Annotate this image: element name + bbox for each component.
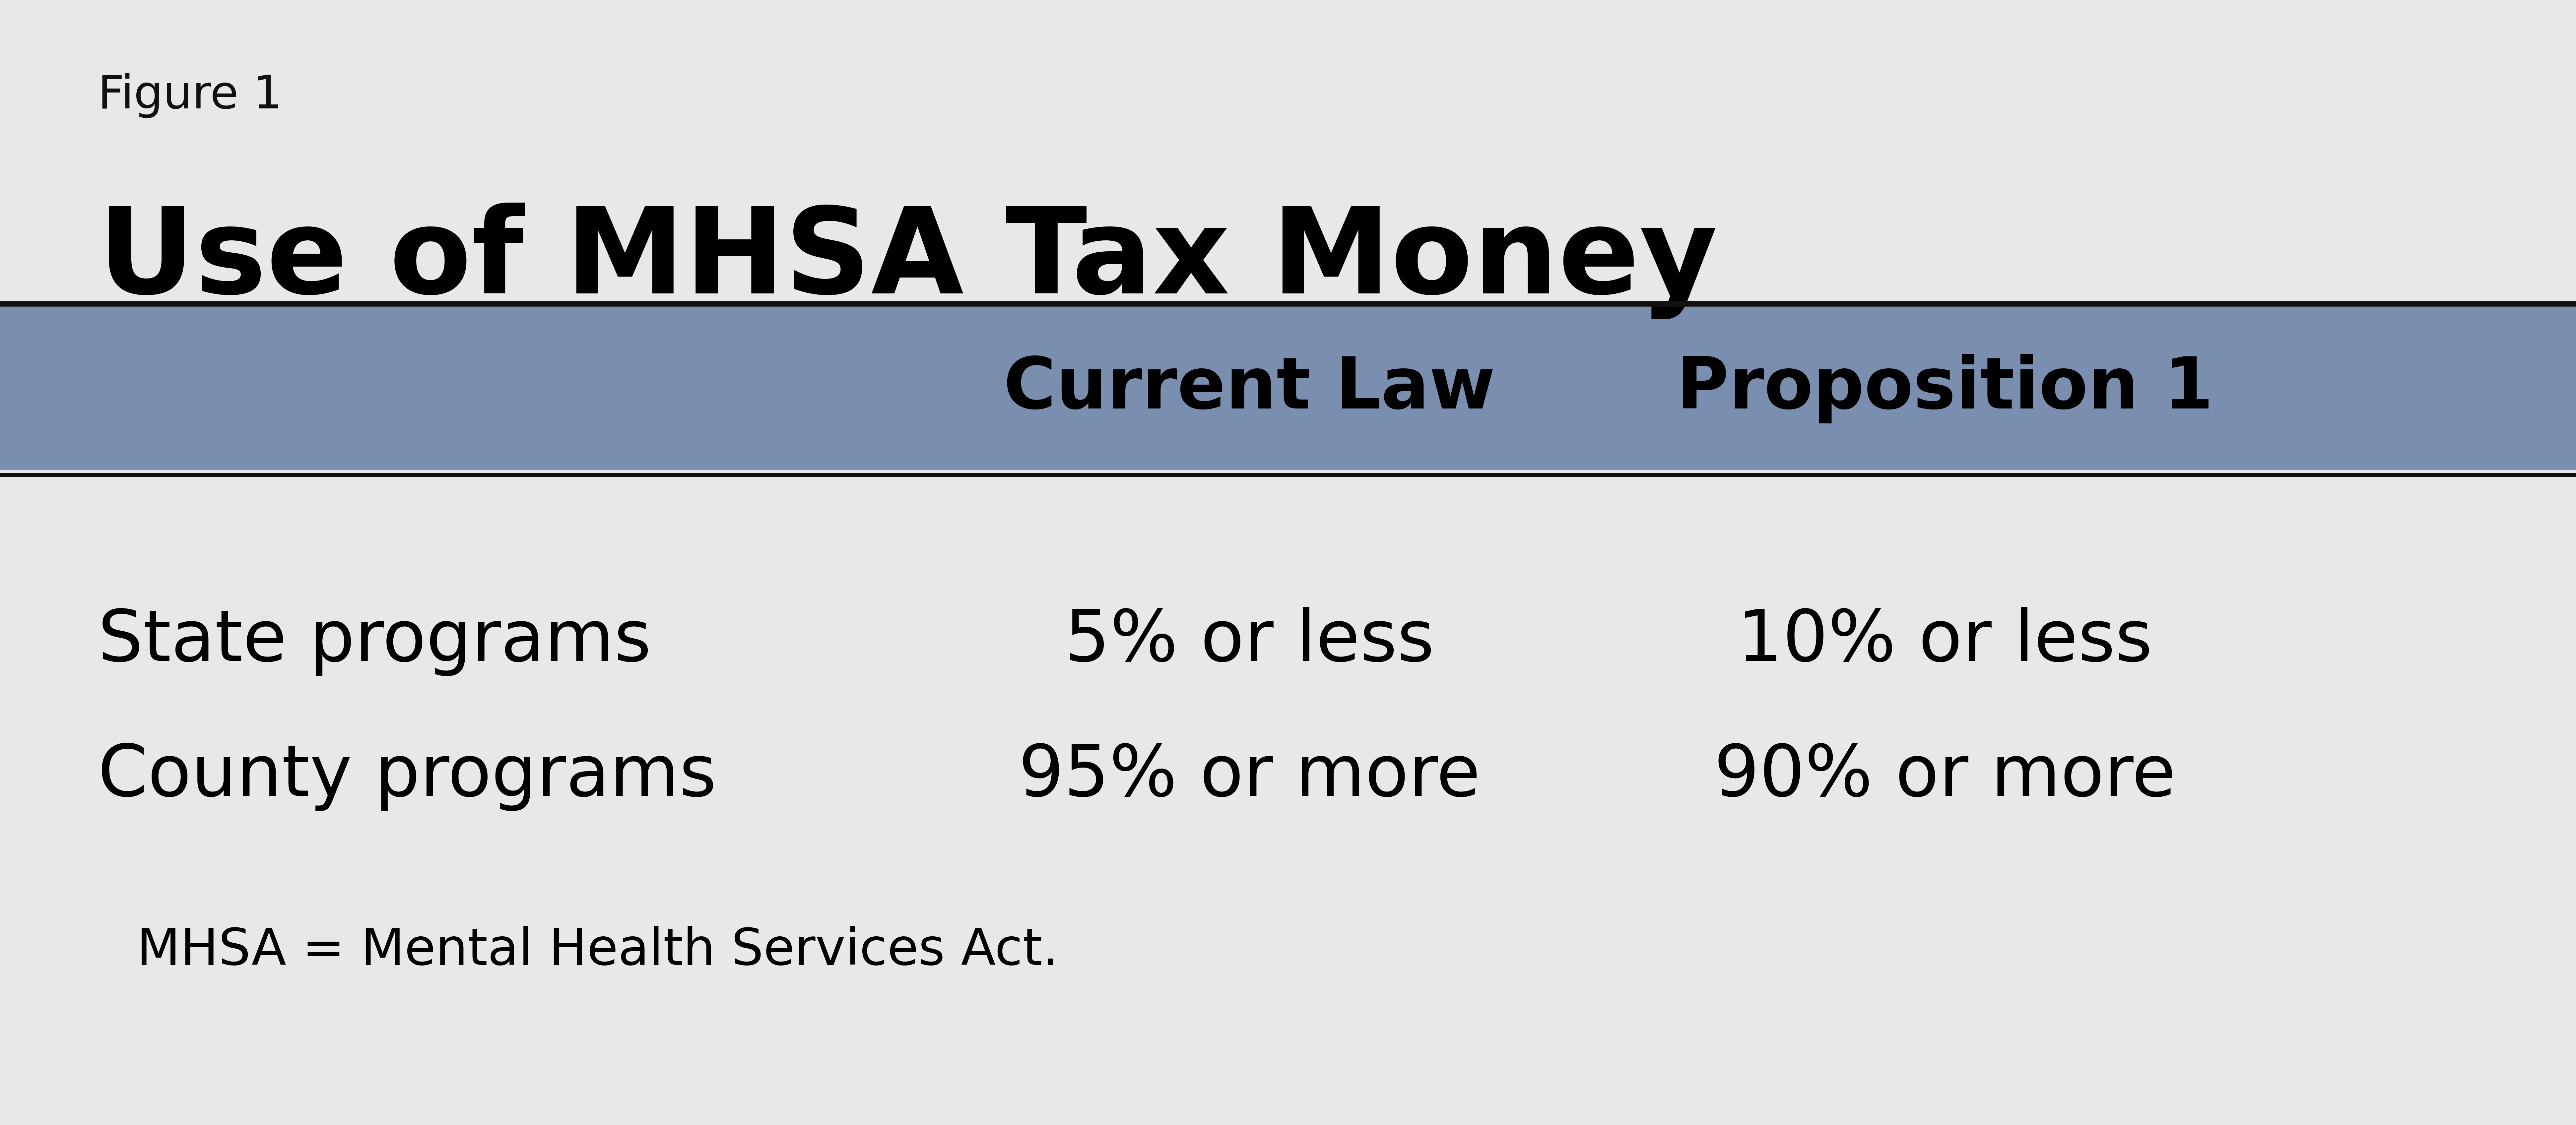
Text: 95% or more: 95% or more: [1018, 741, 1481, 811]
Text: Figure 1: Figure 1: [98, 73, 283, 118]
Bar: [0, 307, 2576, 470]
Text: 10% or less: 10% or less: [1736, 606, 2154, 676]
Text: County programs: County programs: [98, 741, 716, 811]
Text: State programs: State programs: [98, 606, 652, 676]
Text: MHSA = Mental Health Services Act.: MHSA = Mental Health Services Act.: [137, 926, 1059, 975]
Text: 5% or less: 5% or less: [1064, 606, 1435, 676]
Text: Use of MHSA Tax Money: Use of MHSA Tax Money: [98, 202, 1718, 320]
Text: 90% or more: 90% or more: [1713, 741, 2177, 811]
Text: Proposition 1: Proposition 1: [1677, 354, 2213, 423]
Text: Current Law: Current Law: [1005, 354, 1494, 423]
